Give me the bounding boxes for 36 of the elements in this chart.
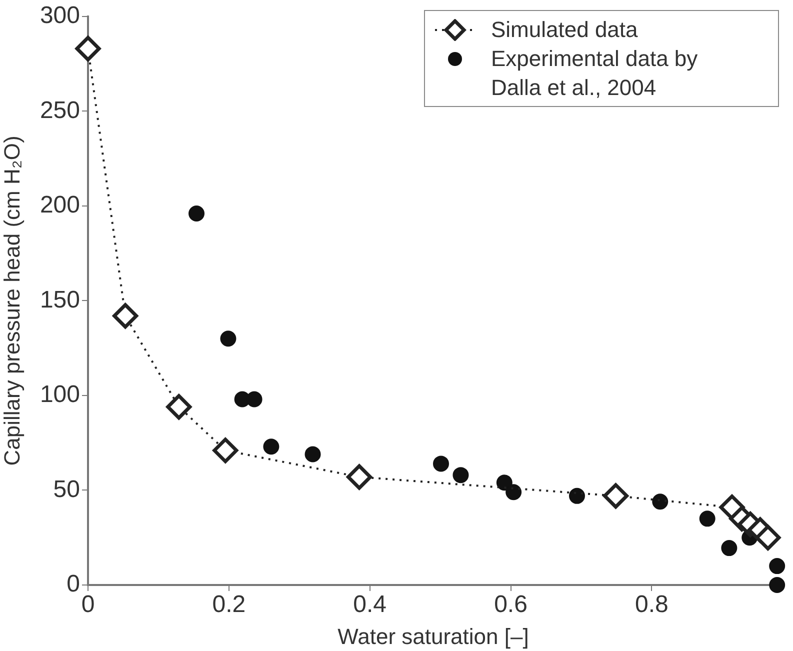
- x-axis-title: Water saturation [–]: [338, 624, 529, 649]
- point: [721, 540, 738, 556]
- point: [755, 524, 781, 550]
- y-axis-title: Capillary pressure head (cm H₂O): [0, 136, 24, 466]
- x-tick-label: 0.4: [353, 591, 387, 618]
- legend-label: Simulated data: [491, 16, 639, 44]
- y-tick-label: 300: [40, 2, 80, 30]
- y-tick-label: 100: [40, 381, 80, 408]
- point: [246, 391, 262, 408]
- x-tick-label: 0.8: [634, 591, 668, 618]
- point: [263, 438, 280, 455]
- point: [452, 467, 469, 484]
- y-tick-label: 0: [66, 570, 80, 598]
- y-tick-label: 150: [40, 286, 80, 314]
- point: [346, 464, 372, 490]
- point: [699, 510, 716, 527]
- point: [568, 488, 585, 504]
- y-tick-label: 250: [40, 96, 80, 124]
- point: [433, 456, 449, 472]
- legend-label: Experimental data by Dalla et al., 2004: [491, 45, 699, 102]
- x-tick-label: 0.2: [212, 591, 246, 618]
- point: [188, 206, 205, 222]
- point: [769, 558, 786, 574]
- point: [506, 484, 522, 500]
- point: [212, 438, 238, 464]
- point: [112, 303, 138, 329]
- point: [75, 36, 101, 62]
- point: [304, 446, 321, 462]
- x-tick-label: 0.6: [494, 591, 528, 618]
- point: [769, 577, 786, 593]
- point: [652, 494, 668, 510]
- point: [166, 394, 192, 420]
- point: [220, 330, 236, 347]
- y-tick-label: 50: [53, 476, 80, 503]
- y-tick-label: 200: [40, 192, 80, 219]
- point: [602, 483, 628, 509]
